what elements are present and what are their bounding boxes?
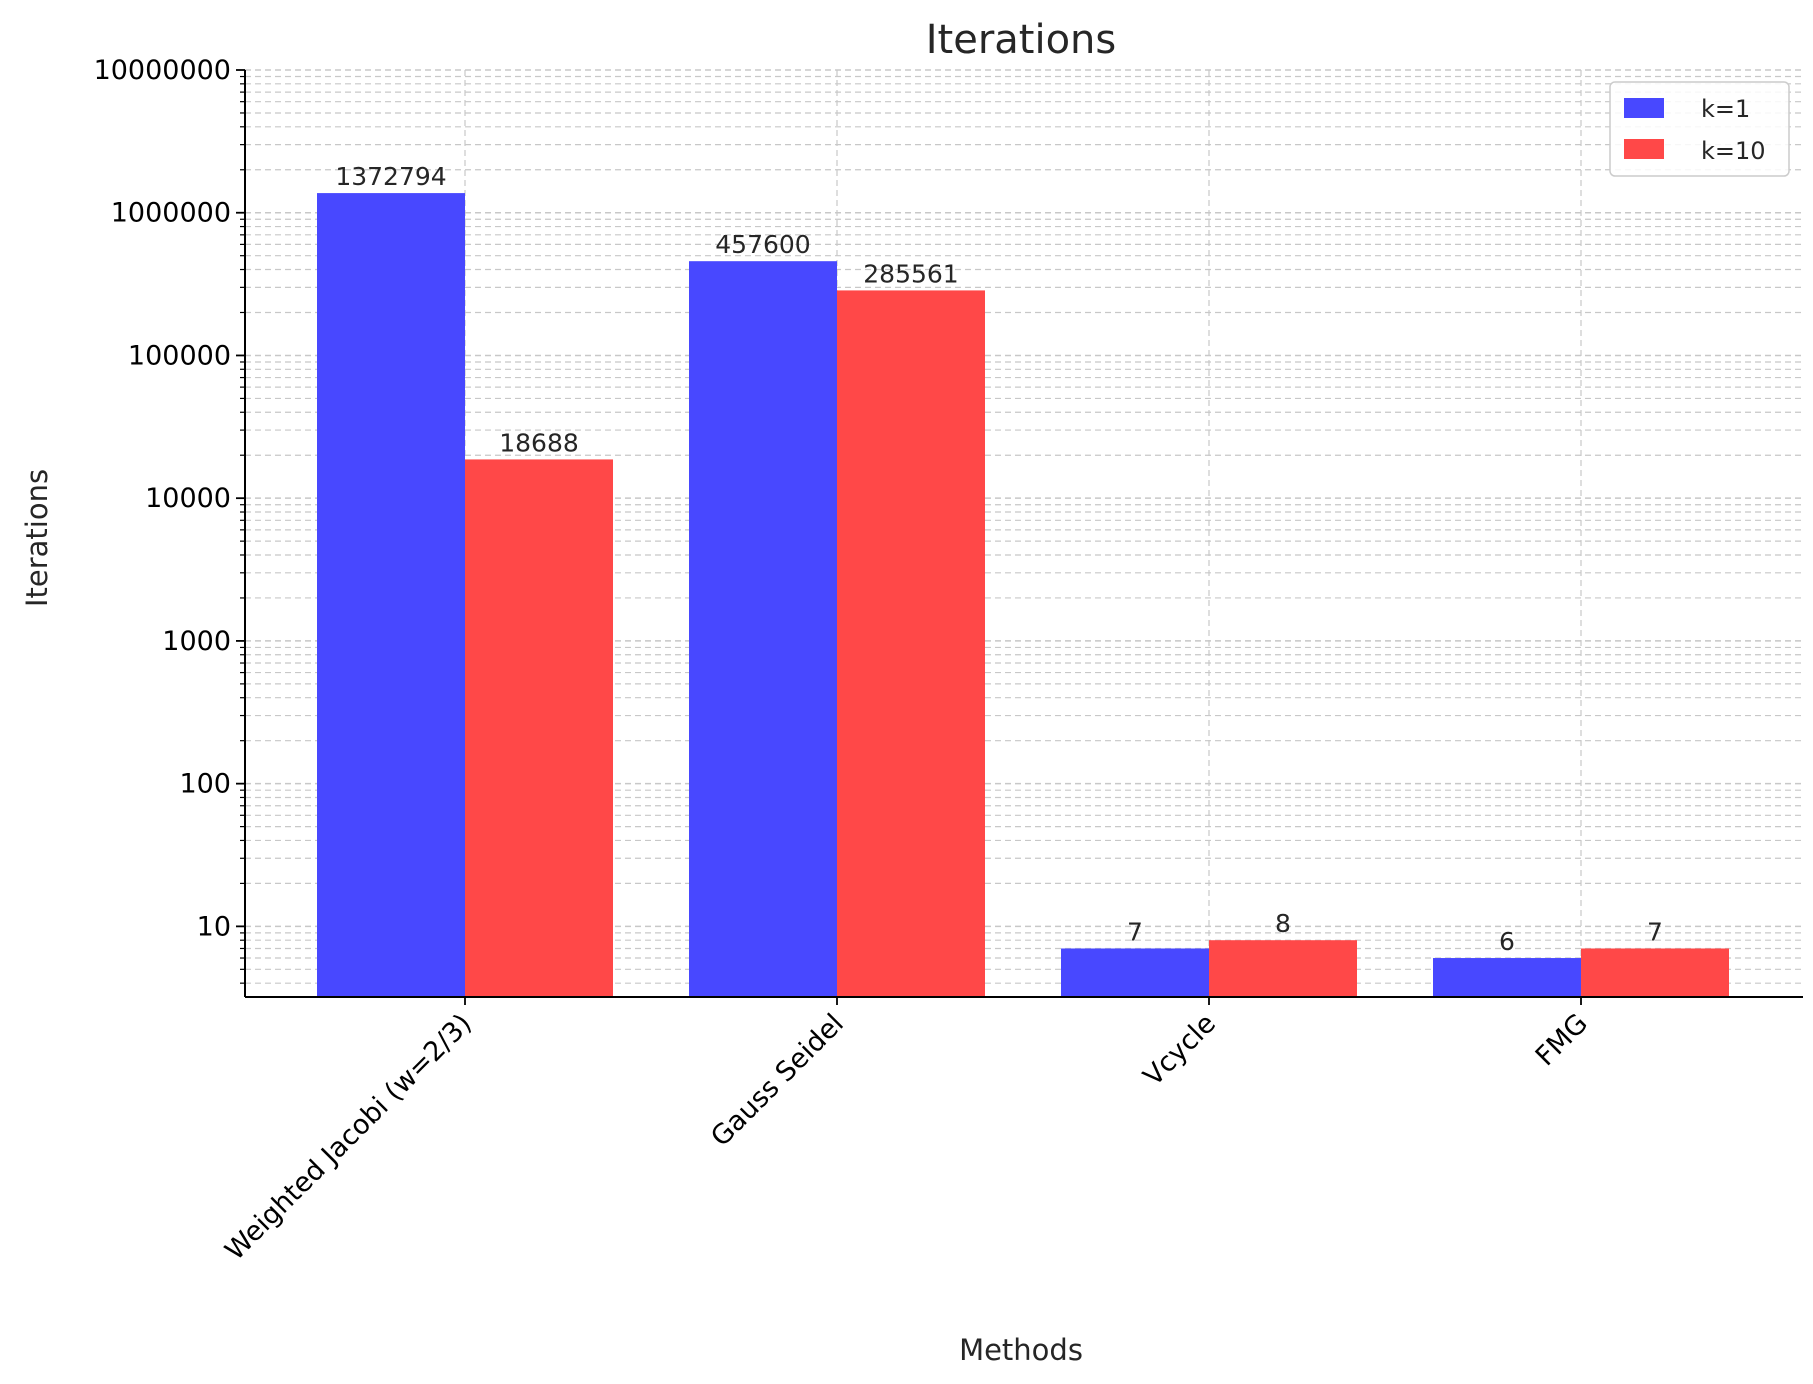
bar (1061, 948, 1209, 997)
data-label: 285561 (863, 259, 958, 288)
bar (1209, 940, 1357, 997)
chart-title: Iterations (926, 17, 1117, 63)
bar (465, 459, 613, 997)
legend-label-k1: k=1 (1701, 95, 1750, 123)
y-tick-label: 10000 (145, 483, 231, 514)
bar (317, 193, 465, 998)
y-ticks: 10 100 1000 10000 100000 1000000 10000000 (94, 55, 245, 984)
data-label: 1372794 (335, 162, 446, 191)
y-tick-label: 1000 (162, 626, 231, 657)
x-tick-label: Gauss Seidel (705, 1008, 850, 1153)
bar (837, 290, 985, 997)
legend-swatch-k10 (1624, 139, 1664, 159)
legend-label-k10: k=10 (1701, 137, 1766, 165)
y-tick-label: 1000000 (111, 198, 231, 229)
x-tick-label: Weighted Jacobi (w=2/3) (219, 1008, 478, 1267)
y-tick-label: 10 (197, 911, 231, 942)
y-tick-label: 100000 (128, 340, 231, 371)
y-tick-label: 100 (179, 769, 231, 800)
data-label: 457600 (715, 230, 810, 259)
bar (1581, 948, 1729, 997)
x-tick-label: FMG (1530, 1008, 1594, 1072)
y-axis-label: Iterations (20, 469, 54, 607)
data-label: 7 (1127, 917, 1143, 946)
x-ticks: Weighted Jacobi (w=2/3) Gauss Seidel Vcycl… (219, 997, 1594, 1267)
bars (317, 193, 1729, 998)
bar (1433, 958, 1581, 997)
data-label: 8 (1275, 909, 1291, 938)
bar (689, 261, 837, 997)
x-tick-label: Vcycle (1138, 1008, 1222, 1092)
data-label: 18688 (499, 428, 579, 457)
data-label: 7 (1647, 917, 1663, 946)
legend: k=1 k=10 (1609, 81, 1790, 177)
axes (244, 70, 1803, 998)
y-tick-label: 10000000 (94, 55, 231, 86)
legend-swatch-k1 (1624, 98, 1664, 118)
data-labels: 1372794 457600 7 6 18688 285561 8 7 (335, 162, 1663, 956)
x-axis-label: Methods (959, 1333, 1083, 1367)
data-label: 6 (1499, 927, 1515, 956)
